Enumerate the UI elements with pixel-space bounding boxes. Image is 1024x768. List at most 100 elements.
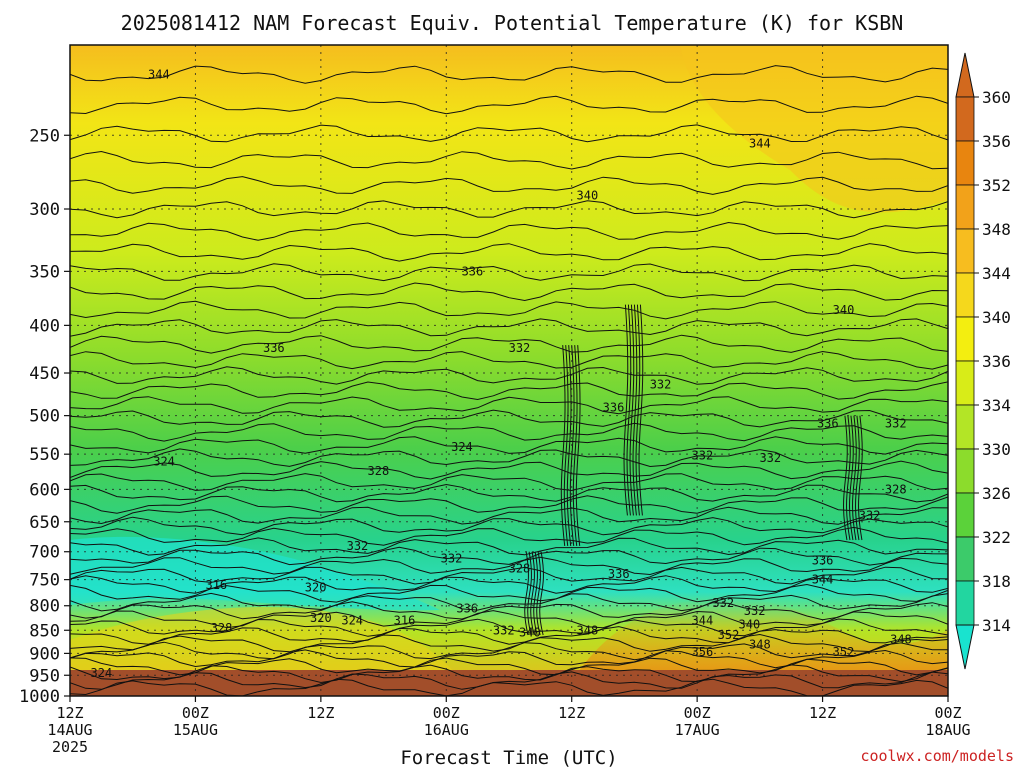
colorbar-segment [955,96,975,142]
x-tick-label: 12Z [56,704,83,722]
contour-label: 328 [885,482,907,496]
contour-line-front [849,415,854,541]
x-tick-label: 15AUG [173,721,218,739]
colorbar-segment [955,360,975,406]
contour-label: 348 [749,637,771,651]
x-tick-label: 18AUG [925,721,970,739]
contour-label: 340 [519,626,541,640]
colorbar-top-arrow [955,52,975,98]
contour-label: 332 [493,623,515,637]
contour-label: 332 [692,449,714,463]
x-tick-label: 12Z [307,704,334,722]
contour-line [70,300,948,320]
y-tick-label: 350 [29,262,60,282]
colorbar-label: 356 [982,132,1011,151]
contour-line [70,618,948,637]
colorbar-segment [955,536,975,582]
contour-line [70,626,948,645]
contour-line-front [536,551,541,636]
x-tick-label: 00Z [684,704,711,722]
y-tick-label: 600 [29,480,60,500]
contour-line [70,436,948,455]
contour-line [70,65,948,84]
contour-label: 332 [859,508,881,522]
contour-line [70,583,948,603]
contour-line [70,649,948,669]
contour-line [70,448,948,468]
contour-line [70,678,948,696]
contour-line [70,592,948,612]
contour-line [70,610,948,629]
colorbar-segment [955,184,975,230]
x-tick-label: 2025 [52,738,88,756]
y-tick-label: 400 [29,316,60,336]
y-tick-label: 300 [29,200,60,220]
y-tick-label: 500 [29,407,60,427]
contour-line-front [560,345,566,546]
contour-line-front [632,304,638,516]
contour-label: 324 [91,666,113,680]
contour-label: 324 [341,614,363,628]
contour-line-front [530,551,535,636]
y-tick-label: 900 [29,644,60,664]
contour-label: 332 [712,596,734,610]
colorbar-bottom-arrow [955,624,975,670]
contour-label: 332 [759,451,781,465]
y-tick-label: 550 [29,445,60,465]
y-tick-label: 750 [29,571,60,591]
contour-line [70,556,948,576]
colorbar-segment [955,492,975,538]
credit-text: coolwx.com/models [860,747,1014,765]
contour-line [70,473,948,492]
contour-line [70,150,948,170]
colorbar-label: 334 [982,396,1011,415]
colorbar-label: 348 [982,220,1011,239]
colorbar-segment [955,228,975,274]
colorbar-segment [955,448,975,494]
contour-line [70,282,948,302]
contour-line [70,366,948,385]
colorbar-label: 360 [982,88,1011,107]
contour-label: 352 [833,645,855,659]
contour-label: 328 [509,562,531,576]
y-tick-label: 650 [29,513,60,533]
contour-label: 344 [692,614,714,628]
contour-line [70,671,948,690]
contour-line [70,176,948,195]
y-tick-label: 800 [29,597,60,617]
y-tick-label: 450 [29,364,60,384]
contour-line [70,657,948,676]
contour-label: 336 [608,567,630,581]
colorbar-segment [955,404,975,450]
x-tick-label: 12Z [809,704,836,722]
moist-core-day1 [70,536,440,611]
contour-line [70,334,948,354]
colorbar: 360 356 352 348 344 340 336 334 330 326 322 318 314 [955,52,1011,670]
contour-line [70,263,948,282]
plot-area: 344 344 340 336 340 336 332 332 336 336 332 324 324 3… [70,45,948,696]
contour-line [70,350,948,370]
contour-line [70,381,948,401]
contour-label: 328 [368,464,390,478]
contour-line [70,641,948,661]
contour-line-front [563,345,569,546]
x-tick-label: 16AUG [424,721,469,739]
y-tick-label: 1000 [19,687,60,707]
contour-line-front [569,345,575,546]
contour-line-front [638,304,644,516]
contour-line [70,506,948,525]
contour-lines [70,65,948,696]
colorbar-label: 336 [982,352,1011,371]
colorbar-segment [955,272,975,318]
colorbar-label: 330 [982,440,1011,459]
contour-label: 324 [153,454,175,468]
contour-line-front [623,304,629,516]
colorbar-label: 326 [982,484,1011,503]
contour-label: 332 [441,552,463,566]
contour-line-front [846,415,851,541]
y-tick-label: 700 [29,543,60,563]
y-tick-label: 250 [29,126,60,146]
chart-title: 2025081412 NAM Forecast Equiv. Potential… [121,11,904,35]
contour-line [70,546,948,566]
contour-line [70,575,948,594]
